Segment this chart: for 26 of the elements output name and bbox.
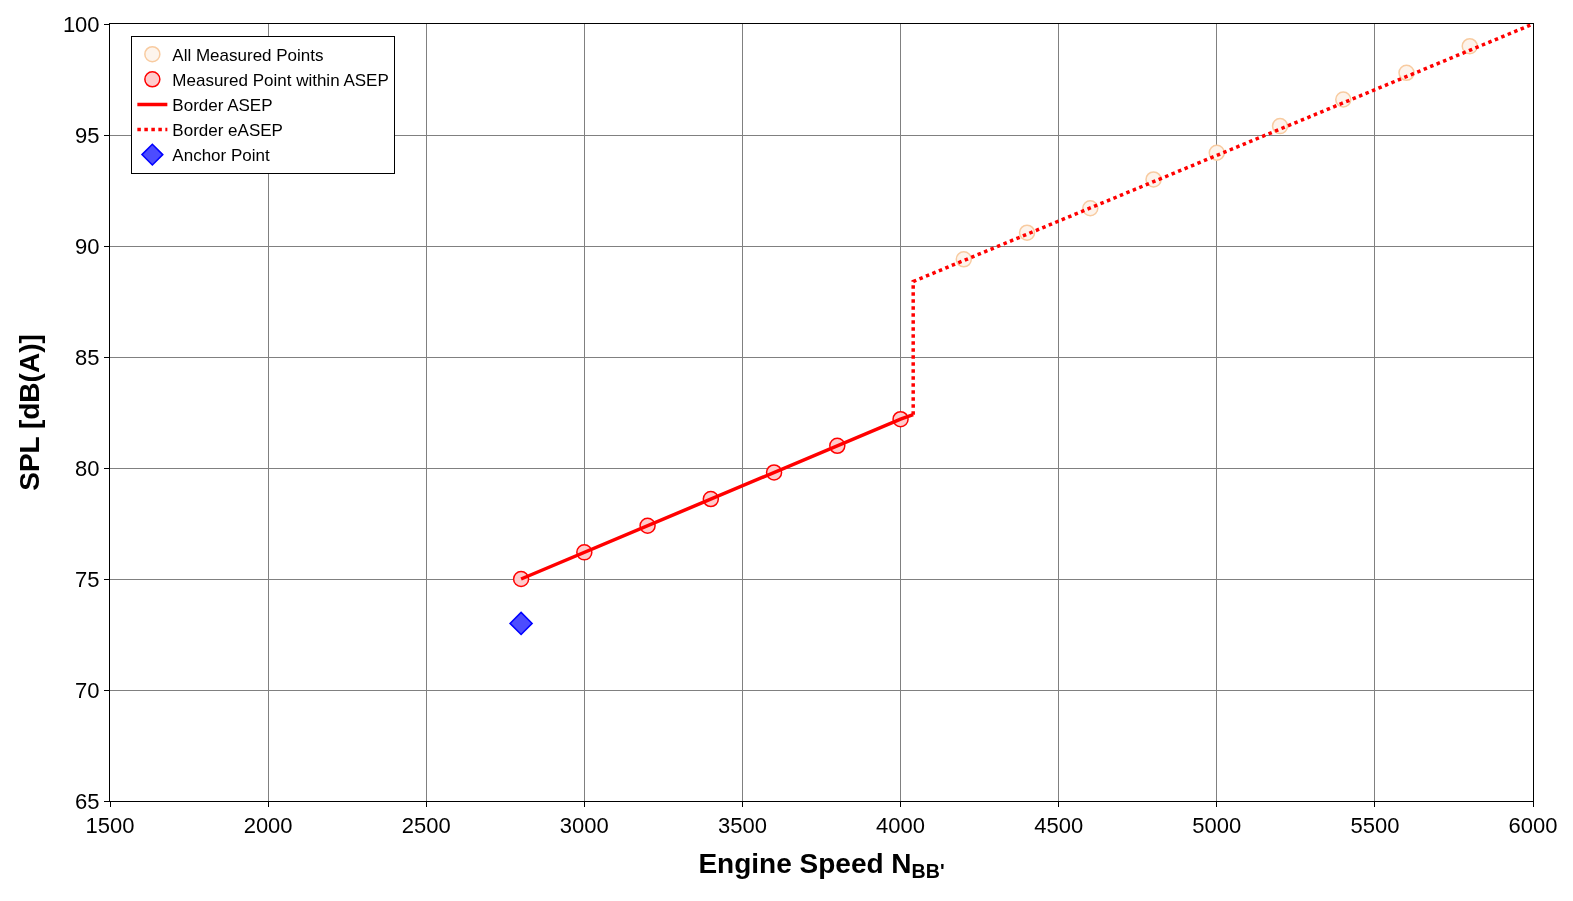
x-tick-label: 5000 [1192,813,1242,839]
x-tick-label: 2000 [243,813,293,839]
legend-label: Measured Point within ASEP [172,70,389,90]
y-tick-label: 75 [75,566,100,592]
legend-label: Border ASEP [172,96,273,116]
y-tick-label: 95 [75,122,100,148]
legend-label: All Measured Points [172,45,324,65]
y-tick-label: 100 [62,11,100,37]
y-tick-label: 70 [75,677,100,703]
y-tick-label: 80 [75,455,100,481]
x-tick-label: 4500 [1034,813,1084,839]
y-axis-title: SPL [dB(A)] [13,334,45,491]
point [509,611,533,636]
x-axis-title: Engine Speed N$_{BB'}$ [698,847,945,883]
y-tick-label: 85 [75,344,100,370]
legend-label: Anchor Point [172,146,270,166]
x-tick-label: 2500 [401,813,451,839]
x-tick-label: 3000 [559,813,609,839]
x-tick-label: 5500 [1350,813,1400,839]
legend-label: Border eASEP [172,121,283,141]
y-tick-label: 65 [75,788,100,814]
x-tick-label: 6000 [1508,813,1558,839]
y-tick-label: 90 [75,233,100,259]
x-tick-label: 4000 [876,813,926,839]
x-tick-label: 3500 [717,813,767,839]
x-tick-label: 1500 [85,813,135,839]
